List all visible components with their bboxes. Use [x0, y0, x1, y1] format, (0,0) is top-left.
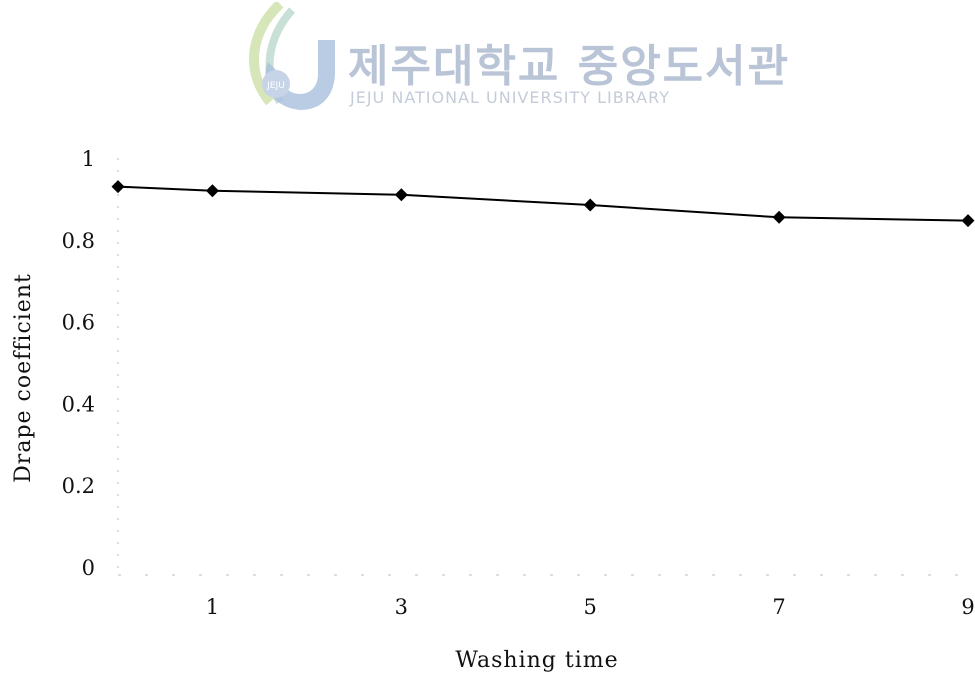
data-point-marker [961, 214, 975, 228]
x-tick-label: 9 [961, 595, 974, 619]
series-layer [111, 180, 975, 228]
watermark-subtitle: JEJU NATIONAL UNIVERSITY LIBRARY [350, 88, 670, 107]
x-tick-labels: 1 3 5 7 9 [206, 595, 975, 619]
x-tick-label: 3 [395, 595, 408, 619]
y-tick-label: 0.2 [62, 474, 95, 498]
watermark-title: 제주대학교 중앙도서관 [348, 41, 791, 92]
y-tick-label: 0.8 [62, 229, 95, 253]
x-tick-label: 5 [584, 595, 597, 619]
y-tick-label: 0.4 [62, 392, 95, 416]
y-tick-label: 1 [82, 147, 95, 171]
data-point-marker [205, 184, 219, 198]
y-axis-title: Drape coefficient [11, 273, 36, 483]
y-tick-labels: 0 0.2 0.4 0.6 0.8 1 [62, 147, 95, 580]
x-axis-title: Washing time [455, 648, 618, 673]
x-tick-label: 7 [772, 595, 785, 619]
series-line [117, 185, 969, 222]
y-tick-label: 0.6 [62, 311, 95, 335]
logo-text: JEJU [266, 81, 285, 91]
data-point-marker [772, 210, 786, 224]
data-point-marker [394, 188, 408, 202]
data-point-marker [583, 198, 597, 212]
x-tick-label: 1 [206, 595, 219, 619]
y-tick-label: 0 [82, 556, 95, 580]
library-logo: JEJU [240, 0, 340, 114]
data-point-marker [111, 180, 125, 194]
